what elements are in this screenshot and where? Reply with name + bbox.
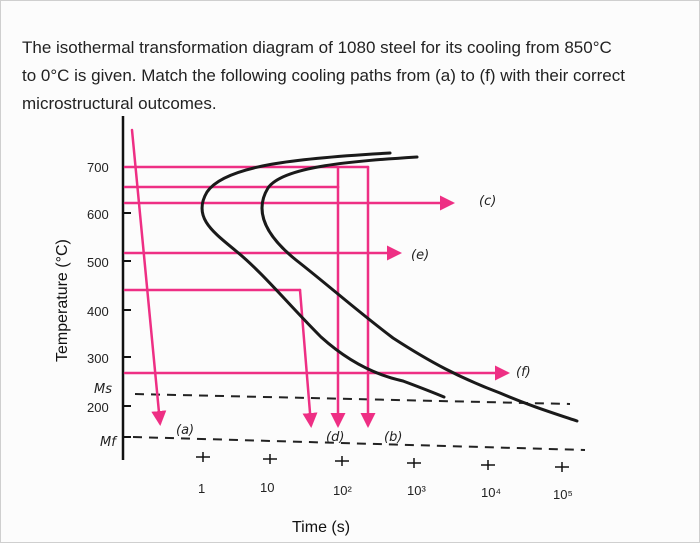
question-line-1: The isothermal transformation diagram of… [22,38,612,57]
y-axis-title: Temperature (°C) [54,239,71,362]
finish-curve [260,155,579,423]
start-curve [200,151,446,399]
x-axis-ticks [196,452,569,472]
y-tick-700: 700 [87,160,109,175]
question-text: The isothermal transformation diagram of… [22,34,672,118]
path-d2-drop [298,288,318,428]
x-tick-100000: 10⁵ [553,487,573,502]
x-axis-title: Time (s) [292,519,350,536]
ttt-curves [200,151,579,423]
x-tick-10000: 10⁴ [481,485,501,500]
y-tick-600: 600 [87,207,109,222]
cooling-paths [123,128,510,428]
ms-label: Ms [94,382,112,397]
x-tick-10: 10 [260,480,274,495]
x-tick-1000: 10³ [407,483,426,498]
label-b: (b) [384,430,402,445]
label-a: (a) [176,423,194,438]
ms-value: 200 [87,400,109,415]
path-a-line [130,128,167,426]
ms-dashed-line [134,393,571,405]
question-line-2: to 0°C is given. Match the following coo… [22,66,625,85]
y-tick-500: 500 [87,255,109,270]
question-line-3: microstructural outcomes. [22,94,217,113]
label-c: (c) [479,194,496,209]
y-tick-300: 300 [87,351,109,366]
y-tick-400: 400 [87,304,109,319]
label-d: (d) [326,430,344,445]
mf-label: Mf [100,435,118,450]
x-tick-1: 1 [198,481,205,496]
label-e: (e) [411,248,429,263]
mf-dashed-line [132,436,586,451]
label-f: (f) [516,365,531,380]
x-tick-100: 10² [333,483,352,498]
